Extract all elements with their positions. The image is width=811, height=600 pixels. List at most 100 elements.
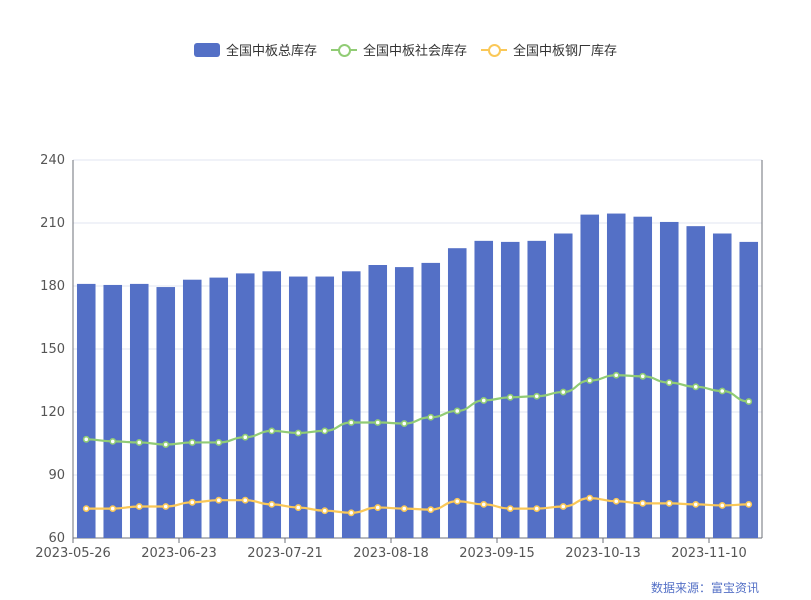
series-point	[639, 372, 647, 380]
series-point	[559, 503, 567, 510]
series-point	[374, 419, 382, 426]
series-point	[400, 505, 408, 512]
bar	[341, 271, 361, 538]
bar	[447, 248, 467, 538]
series-point	[639, 499, 647, 507]
y-tick-label: 240	[40, 153, 65, 168]
bar	[235, 273, 255, 538]
bar	[712, 233, 732, 538]
series-point	[745, 500, 753, 508]
series-point	[453, 497, 461, 505]
series-point	[82, 505, 90, 512]
x-tick-label: 2023-07-21	[247, 546, 323, 561]
bar	[474, 240, 494, 538]
legend-label-mill: 全国中板钢厂库存	[513, 44, 618, 59]
y-tick-label: 120	[40, 405, 65, 420]
series-point	[665, 379, 673, 386]
y-tick-label: 210	[40, 216, 65, 231]
series-point	[533, 392, 541, 400]
bar	[288, 276, 308, 538]
series-point	[374, 504, 382, 511]
series-point	[559, 388, 567, 396]
series-point	[82, 435, 90, 443]
bar	[580, 214, 600, 538]
legend-swatch-total	[193, 42, 220, 57]
series-point	[586, 494, 594, 502]
series-point	[480, 397, 488, 404]
series-point	[400, 420, 408, 427]
chart-legend: 全国中板总库存 全国中板社会库存 全国中板钢厂库存	[0, 40, 811, 59]
legend-item-social[interactable]: 全国中板社会库存	[330, 40, 467, 59]
series-point	[215, 439, 223, 446]
x-tick-label: 2023-10-13	[565, 546, 641, 561]
x-tick-label: 2023-06-23	[141, 546, 217, 561]
series-point	[188, 498, 196, 506]
x-tick-label: 2023-08-18	[353, 546, 429, 561]
series-point	[347, 509, 355, 517]
series-point	[586, 377, 594, 384]
bar	[262, 271, 282, 538]
series-point	[506, 393, 514, 401]
series-point	[241, 496, 249, 504]
y-tick-label: 180	[40, 279, 65, 294]
y-tick-label: 90	[48, 468, 65, 483]
series-point	[692, 383, 700, 391]
bar	[156, 287, 176, 538]
bar	[739, 241, 759, 538]
series-point	[745, 398, 753, 405]
series-point	[506, 505, 514, 512]
series-point	[612, 497, 620, 505]
series-point	[692, 500, 700, 508]
bar	[527, 240, 547, 538]
series-point	[294, 429, 302, 437]
series-point	[268, 427, 276, 435]
legend-label-social: 全国中板社会库存	[362, 44, 467, 59]
series-point	[162, 441, 170, 448]
series-point	[135, 503, 143, 510]
bar	[129, 283, 149, 538]
bar	[368, 265, 388, 538]
series-point	[718, 387, 726, 395]
series-point	[321, 507, 329, 515]
series-point	[241, 433, 249, 441]
x-tick-label: 2023-05-26	[35, 546, 111, 561]
series-point	[109, 437, 117, 445]
legend-item-mill[interactable]: 全国中板钢厂库存	[481, 40, 617, 59]
bar	[686, 226, 706, 538]
bar	[76, 283, 96, 538]
series-point	[294, 504, 302, 511]
y-tick-label: 60	[48, 531, 65, 546]
bar	[394, 267, 414, 538]
legend-item-total[interactable]: 全国中板总库存	[193, 40, 317, 59]
series-point	[453, 407, 461, 415]
series-point	[427, 413, 435, 421]
series-point	[188, 439, 196, 446]
series-point	[215, 496, 223, 504]
series-point	[135, 439, 143, 446]
series-point	[718, 502, 726, 509]
bar	[103, 284, 123, 538]
series-point	[665, 499, 673, 507]
series-point	[612, 371, 620, 379]
series-point	[347, 419, 355, 426]
legend-label-total: 全国中板总库存	[225, 44, 317, 59]
series-point	[321, 427, 329, 435]
y-tick-label: 150	[40, 342, 65, 357]
series-point	[427, 506, 435, 514]
bar	[421, 262, 441, 538]
source-note: 数据来源：富宝资讯	[650, 581, 759, 595]
bar	[315, 276, 335, 538]
legend-swatch-mill	[481, 43, 507, 57]
bar	[500, 241, 520, 538]
x-tick-label: 2023-11-10	[671, 546, 747, 561]
series-point	[533, 505, 541, 512]
series-point	[480, 500, 488, 508]
bar	[182, 279, 202, 538]
series-point	[268, 500, 276, 508]
series-point	[162, 503, 170, 510]
series-point	[109, 505, 117, 512]
x-tick-label: 2023-09-15	[459, 546, 535, 561]
bar	[209, 277, 229, 538]
legend-swatch-social	[330, 43, 357, 57]
